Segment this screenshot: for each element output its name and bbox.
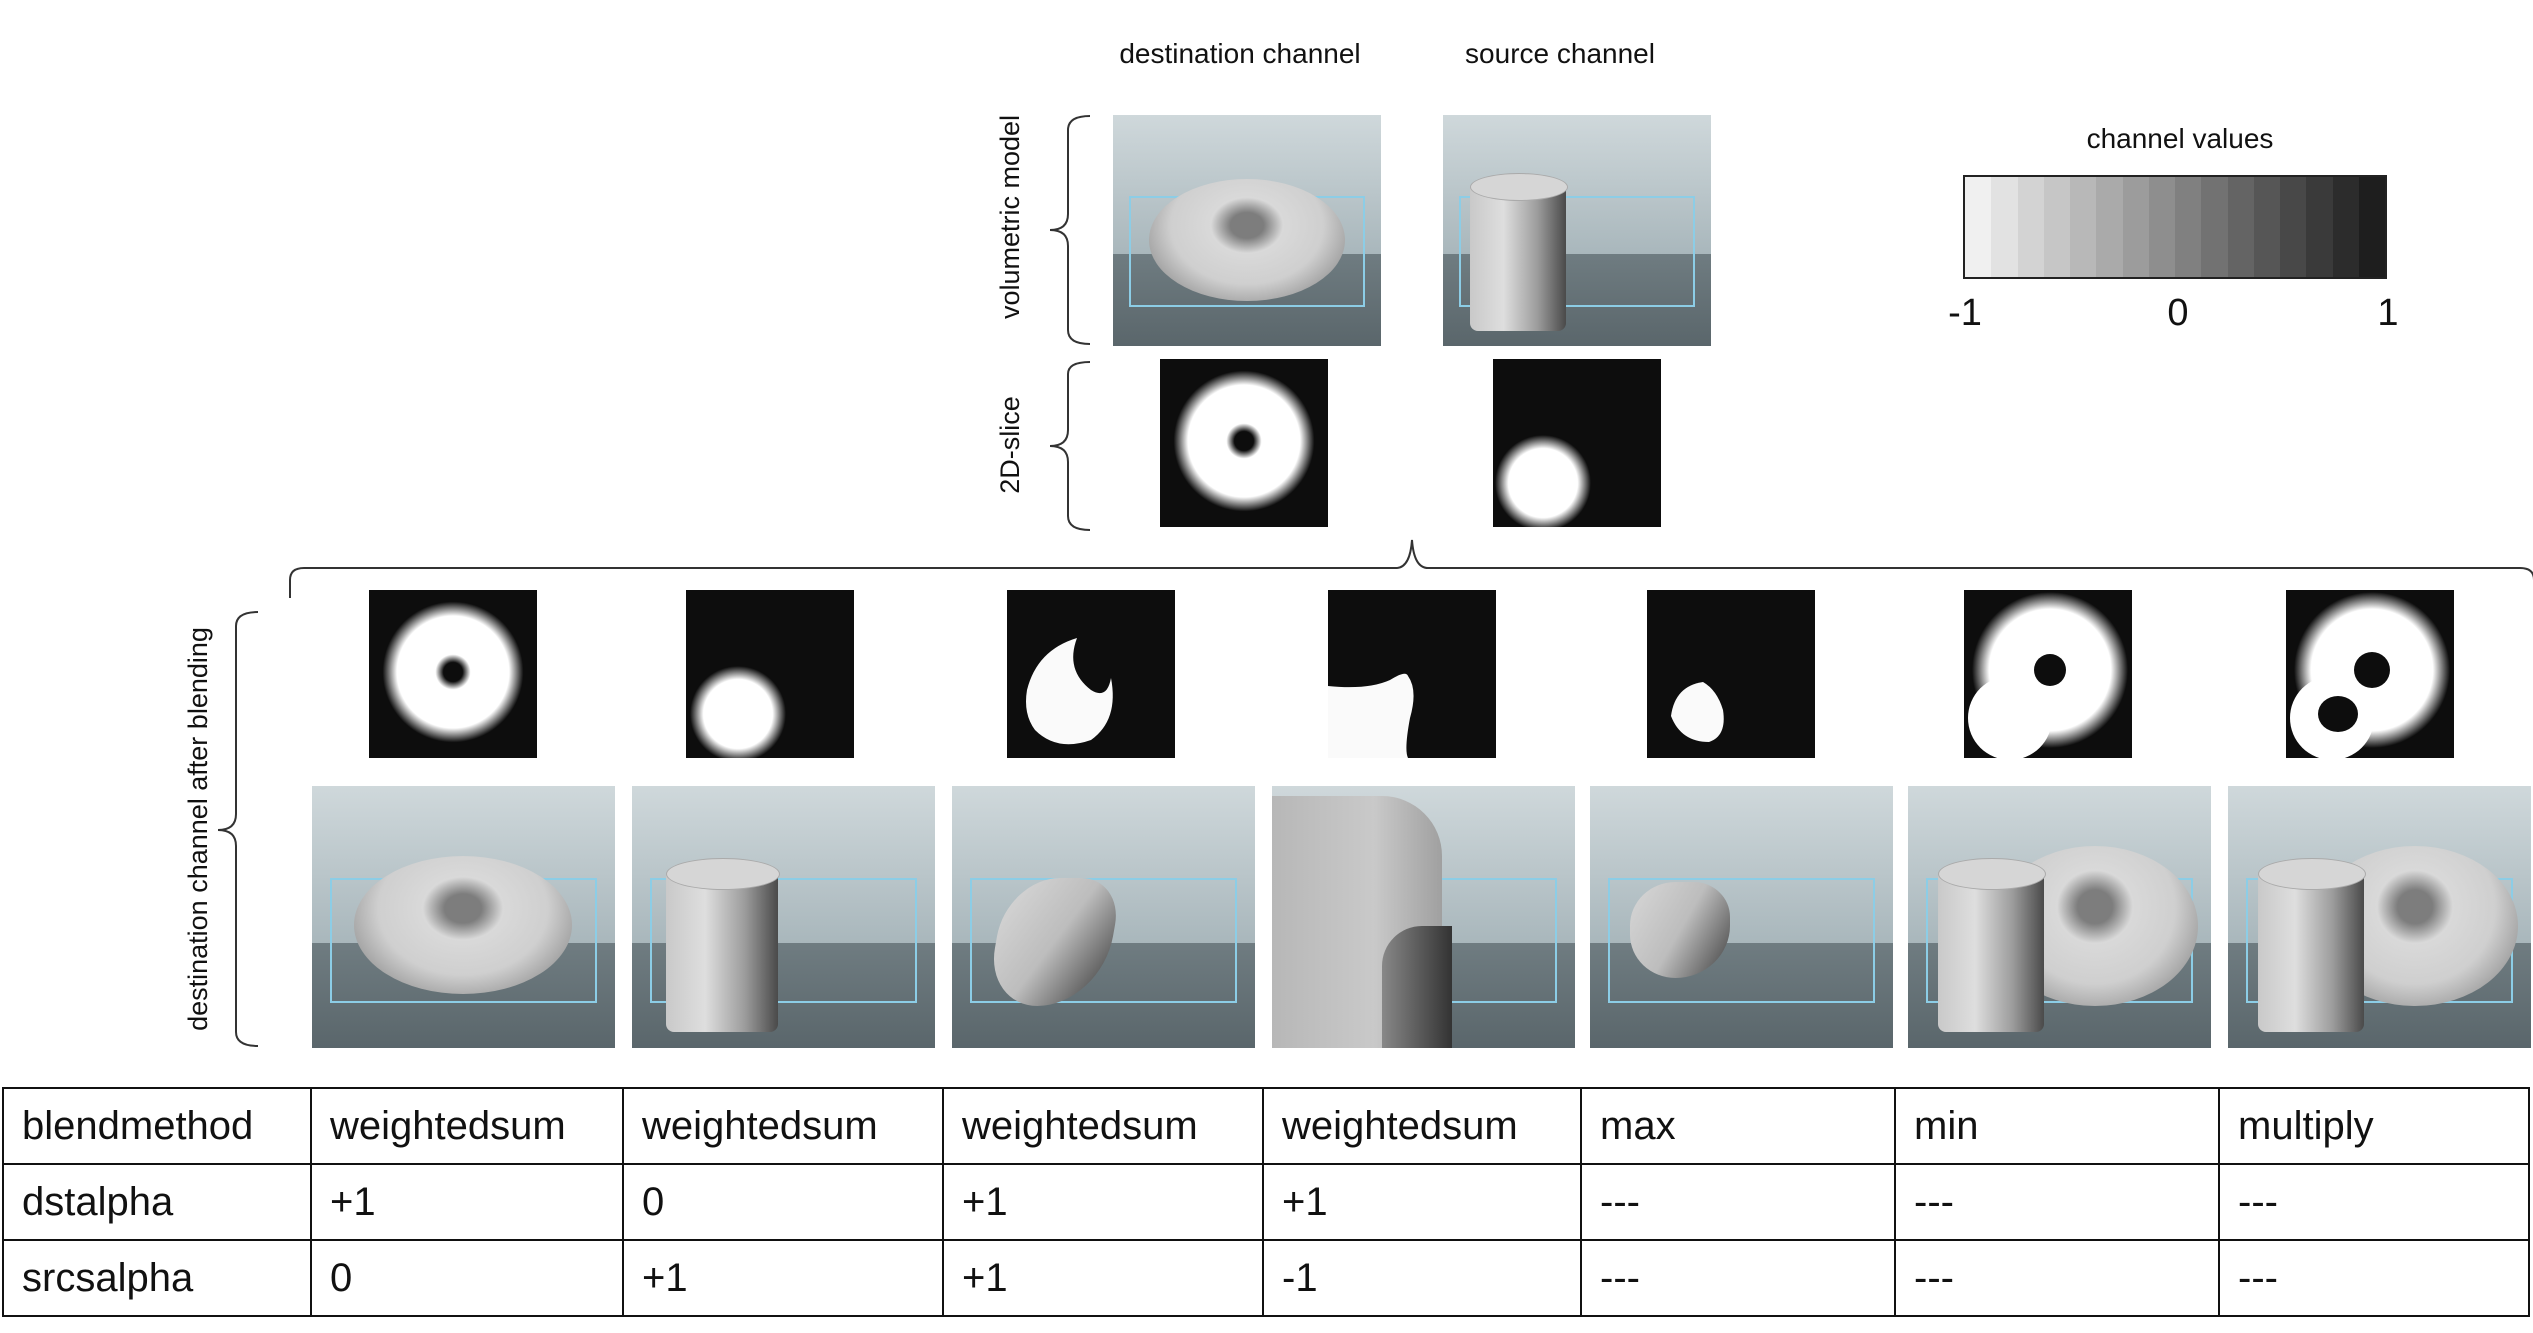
result-slice-3: [1007, 590, 1175, 758]
result-render-5: [1590, 786, 1893, 1048]
table-row: srcsalpha 0 +1 +1 -1 --- --- ---: [2, 1239, 2530, 1317]
source-volumetric-render: [1443, 115, 1711, 346]
table-cell: weightedsum: [942, 1087, 1264, 1165]
table-row-header: dstalpha: [2, 1163, 312, 1241]
table-cell: ---: [2218, 1163, 2530, 1241]
render-plane: [1459, 195, 1695, 307]
destination-slice: [1160, 359, 1328, 527]
table-cell: ---: [1894, 1239, 2220, 1317]
cylinder-shape: [1470, 181, 1566, 331]
cylinder-top: [1470, 173, 1568, 201]
torus-shape: [1149, 179, 1345, 301]
table-cell: weightedsum: [310, 1087, 624, 1165]
colorbar-swatch: [2358, 177, 2385, 277]
table-row-header: blendmethod: [2, 1087, 312, 1165]
destination-channel-header: destination channel: [1119, 38, 1361, 69]
result-slice-2: [686, 590, 854, 758]
colorbar-swatch: [2175, 177, 2202, 277]
render-plane: [970, 877, 1237, 1004]
table-cell: min: [1894, 1087, 2220, 1165]
table-cell: ---: [1580, 1163, 1896, 1241]
cylinder-top: [1938, 858, 2046, 890]
table-cell: ---: [1894, 1163, 2220, 1241]
table-cell: +1: [310, 1163, 624, 1241]
colorbar-swatch: [2096, 177, 2123, 277]
colorbar-swatch: [2332, 177, 2359, 277]
colorbar-swatch: [2253, 177, 2280, 277]
colorbar-swatch: [2227, 177, 2254, 277]
table-cell: +1: [942, 1163, 1264, 1241]
colorbar-title: channel values: [2086, 123, 2274, 154]
render-plane: [650, 877, 917, 1004]
table-cell: multiply: [2218, 1087, 2530, 1165]
cylinder-shape: [1938, 868, 2044, 1032]
colorbar-tick-mid: 0: [2167, 292, 2189, 334]
slice-label: 2D-slice: [995, 396, 1025, 494]
table-cell: +1: [942, 1239, 1264, 1317]
max-shape: [1630, 882, 1730, 978]
table-cell: 0: [622, 1163, 944, 1241]
after-blending-label: destination channel after blending: [183, 627, 213, 1031]
table-cell: ---: [1580, 1239, 1896, 1317]
table-cell: -1: [1262, 1239, 1582, 1317]
table-cell: max: [1580, 1087, 1896, 1165]
result-render-2: [632, 786, 935, 1048]
table-cell: +1: [622, 1239, 944, 1317]
colorbar-swatch: [1965, 177, 1992, 277]
result-render-7: [2228, 786, 2531, 1048]
table-cell: +1: [1262, 1163, 1582, 1241]
result-slice-5: [1647, 590, 1815, 758]
difference-shadow: [1382, 926, 1452, 1048]
result-render-6: [1908, 786, 2211, 1048]
result-render-4: [1272, 786, 1575, 1048]
table-row: dstalpha +1 0 +1 +1 --- --- ---: [2, 1163, 2530, 1241]
cylinder-top: [666, 858, 780, 890]
colorbar-swatch: [2280, 177, 2307, 277]
cylinder-shape: [2258, 868, 2364, 1032]
result-slice-4: [1328, 590, 1496, 758]
table-cell: ---: [2218, 1239, 2530, 1317]
table-row-header: srcsalpha: [2, 1239, 312, 1317]
colorbar-tick-max: 1: [2377, 292, 2399, 334]
colorbar-swatch: [2122, 177, 2149, 277]
table-cell: weightedsum: [1262, 1087, 1582, 1165]
result-slice-1: [369, 590, 537, 758]
render-plane: [1608, 877, 1875, 1004]
colorbar-swatch: [2201, 177, 2228, 277]
colorbar-swatch: [2043, 177, 2070, 277]
colorbar-swatch: [2070, 177, 2097, 277]
table-cell: 0: [310, 1239, 624, 1317]
source-channel-header: source channel: [1465, 38, 1655, 69]
destination-volumetric-render: [1113, 115, 1381, 346]
colorbar-tick-min: -1: [1948, 292, 1982, 334]
table-row: blendmethod weightedsum weightedsum weighte…: [2, 1087, 2530, 1165]
source-slice: [1493, 359, 1661, 527]
torus-shape: [354, 856, 572, 994]
blend-parameters-table: blendmethod weightedsum weightedsum weighte…: [2, 1087, 2530, 1317]
table-cell: weightedsum: [622, 1087, 944, 1165]
result-slice-6: [1964, 590, 2132, 758]
result-slice-7: [2286, 590, 2454, 758]
result-render-1: [312, 786, 615, 1048]
colorbar-swatch: [2306, 177, 2333, 277]
colorbar-swatch: [1991, 177, 2018, 277]
volumetric-model-label: volumetric model: [995, 114, 1025, 320]
colorbar-swatch: [2148, 177, 2175, 277]
cylinder-shape: [666, 868, 778, 1032]
colorbar: [1963, 175, 2387, 279]
result-render-3: [952, 786, 1255, 1048]
cylinder-top: [2258, 858, 2366, 890]
colorbar-swatch: [2017, 177, 2044, 277]
